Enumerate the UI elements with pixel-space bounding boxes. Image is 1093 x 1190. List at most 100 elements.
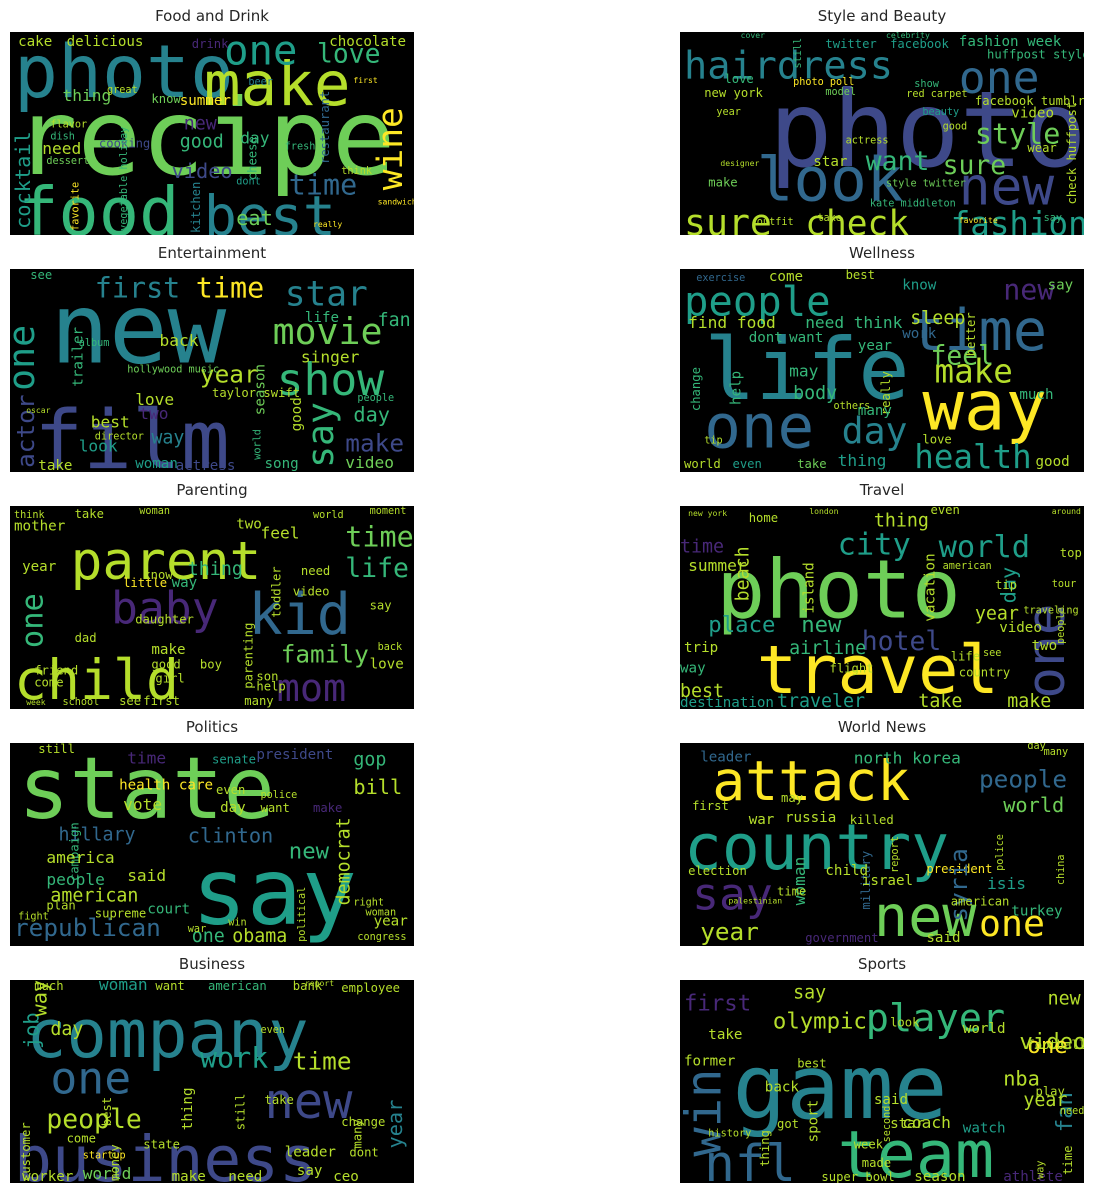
word: summer bbox=[688, 556, 747, 575]
word: video bbox=[172, 159, 233, 183]
word: love bbox=[135, 390, 174, 409]
word: find food bbox=[688, 313, 776, 332]
word-cloud-entertainment: new film movie show star one time first say actor… bbox=[10, 269, 414, 472]
word: director bbox=[95, 432, 144, 443]
panel-title: Parenting bbox=[176, 481, 248, 499]
word: actor bbox=[11, 394, 40, 467]
word-cloud-business: company business new one people work time job wa… bbox=[10, 980, 414, 1183]
word: say bbox=[1044, 213, 1062, 224]
word: cocktail bbox=[11, 131, 35, 229]
word: thing bbox=[63, 86, 112, 105]
word: best bbox=[204, 184, 336, 235]
word: dont bbox=[236, 176, 261, 187]
word: week bbox=[26, 697, 46, 707]
word: good bbox=[289, 397, 305, 431]
word: time bbox=[289, 168, 357, 201]
word: video bbox=[1011, 105, 1054, 121]
word: fan bbox=[378, 310, 411, 331]
word-cloud-style-and-beauty: photo look sure check fashion hairdress one new… bbox=[680, 32, 1084, 235]
word: world bbox=[684, 457, 721, 471]
word: year bbox=[22, 559, 56, 575]
word: one bbox=[15, 593, 50, 648]
word: take bbox=[265, 1093, 294, 1107]
word: exercise bbox=[696, 273, 745, 284]
word: much bbox=[34, 980, 63, 993]
word: year bbox=[374, 914, 408, 930]
word: style bbox=[975, 118, 1060, 151]
word: good bbox=[943, 121, 968, 132]
word: traveler bbox=[777, 691, 865, 709]
word-cloud-world-news: attack country new say one people world north k… bbox=[680, 743, 1084, 946]
word: love bbox=[370, 656, 404, 672]
word: food bbox=[18, 173, 179, 235]
word: show bbox=[914, 79, 939, 90]
word: time bbox=[777, 884, 806, 898]
panel-travel: Travel photo travel one world city hotel place n… bbox=[680, 478, 1084, 709]
word: come bbox=[769, 269, 803, 285]
word: new bbox=[1048, 988, 1081, 1009]
word: one bbox=[1016, 603, 1077, 698]
word: year bbox=[858, 338, 892, 354]
word: dish bbox=[50, 132, 75, 143]
word: restaurant bbox=[318, 91, 332, 164]
word: time bbox=[127, 748, 166, 767]
word: recipe bbox=[14, 76, 395, 199]
word: one bbox=[1027, 1033, 1067, 1059]
word: government bbox=[805, 931, 878, 945]
word: world bbox=[1003, 793, 1064, 817]
word: want bbox=[789, 330, 823, 346]
word: fresh bbox=[285, 142, 316, 153]
word: america bbox=[46, 848, 114, 867]
word: new bbox=[50, 272, 226, 385]
word: want bbox=[866, 146, 930, 177]
word: huffpost style bbox=[987, 47, 1084, 61]
word-cloud-travel: photo travel one world city hotel place new airl… bbox=[680, 506, 1084, 709]
panel-parenting: Parenting parent child baby kid mom one life tim… bbox=[10, 478, 414, 709]
word: people bbox=[46, 870, 104, 889]
word: campaign bbox=[68, 822, 82, 881]
word: girl bbox=[155, 672, 184, 686]
word: one bbox=[704, 392, 814, 463]
word: year bbox=[700, 917, 759, 946]
word: mother bbox=[14, 518, 65, 534]
word: fan bbox=[1052, 1092, 1078, 1132]
word: parent bbox=[71, 531, 262, 592]
word: singer bbox=[301, 347, 360, 366]
word: thing bbox=[758, 1130, 772, 1167]
word: star bbox=[285, 275, 368, 315]
word: week bbox=[854, 1138, 884, 1152]
word: check bbox=[805, 204, 909, 235]
word: woman bbox=[135, 456, 178, 472]
word: play bbox=[1036, 1085, 1065, 1099]
word: school bbox=[63, 697, 100, 708]
word: change bbox=[341, 1115, 385, 1129]
word: chocolate bbox=[329, 34, 406, 50]
word: even bbox=[261, 1025, 286, 1036]
word: mom bbox=[277, 666, 347, 709]
word: say bbox=[793, 982, 826, 1003]
word: best bbox=[846, 269, 875, 282]
word: cake bbox=[18, 34, 52, 50]
word: baby bbox=[111, 583, 219, 635]
word-cloud-politics: state say republican hillary clinton american… bbox=[10, 743, 414, 946]
word: many bbox=[351, 1119, 365, 1148]
word: one bbox=[10, 325, 43, 391]
word: senate bbox=[212, 752, 256, 766]
word: designer bbox=[720, 158, 759, 168]
word: said bbox=[926, 930, 960, 946]
word: child bbox=[825, 863, 868, 879]
word: one bbox=[979, 902, 1045, 945]
word: player bbox=[866, 996, 1005, 1041]
word: new bbox=[184, 113, 217, 134]
word: delicious bbox=[67, 34, 144, 50]
word: way bbox=[922, 366, 1047, 446]
word: red carpet bbox=[906, 89, 967, 100]
word: time bbox=[345, 521, 413, 554]
word: world bbox=[253, 429, 264, 460]
word: new bbox=[801, 612, 842, 638]
word-cloud-food-and-drink: recipe food best photo make one love wine time co… bbox=[10, 32, 414, 235]
word: democrat bbox=[333, 817, 354, 905]
word: american bbox=[943, 561, 992, 572]
